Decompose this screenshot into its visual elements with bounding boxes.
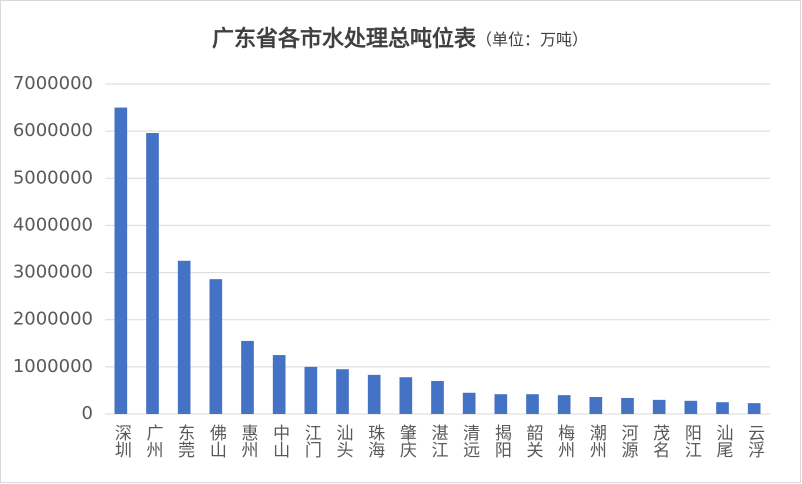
bar: [716, 402, 729, 414]
y-tick-label: 6000000: [13, 120, 93, 141]
bar: [462, 392, 476, 414]
bar: [557, 395, 571, 414]
x-tick-label: 汕头: [333, 424, 354, 458]
y-tick-label: 1000000: [13, 356, 93, 377]
bar: [209, 279, 223, 414]
bar: [304, 366, 318, 414]
bar: [114, 107, 128, 415]
x-tick-label: 广州: [143, 424, 164, 458]
bar: [146, 133, 159, 414]
y-tick-label: 0: [82, 403, 93, 424]
x-tick-label: 潮州: [586, 424, 607, 458]
y-tick-label: 4000000: [13, 214, 93, 235]
bar: [747, 403, 761, 414]
x-tick-label: 深圳: [111, 424, 132, 458]
x-tick-label: 湛江: [428, 424, 449, 458]
x-tick-label: 清远: [459, 424, 480, 458]
x-tick-label: 梅州: [554, 424, 575, 458]
x-tick-label: 佛山: [206, 424, 227, 458]
bar: [652, 399, 666, 414]
y-tick-label: 3000000: [13, 262, 93, 283]
x-tick-label: 阳江: [681, 424, 702, 458]
x-tick-label: 韶关: [523, 424, 544, 458]
chart-title: 广东省各市水处理总吨位表: [212, 26, 477, 52]
x-tick-label: 中山: [269, 424, 289, 458]
x-tick-label: 汕尾: [713, 424, 734, 458]
x-tick-label: 肇庆: [396, 424, 417, 458]
x-tick-label: 珠海: [364, 424, 385, 459]
bar: [431, 381, 444, 414]
bar: [336, 369, 349, 414]
bar: [684, 400, 698, 414]
x-tick-label: 惠州: [238, 424, 259, 458]
x-tick-label: 云浮: [744, 424, 765, 458]
x-tick-label: 东莞: [174, 424, 195, 458]
chart-subtitle: （单位：万吨）: [476, 30, 588, 49]
x-tick-label: 茂名: [649, 424, 670, 458]
x-tick-label: 河源: [618, 424, 639, 459]
bar: [399, 377, 413, 414]
y-tick-label: 7000000: [13, 73, 93, 94]
bar: [272, 355, 286, 414]
chart-title-group: 广东省各市水处理总吨位表（单位：万吨）: [212, 26, 588, 52]
bar: [494, 394, 508, 414]
bar: [621, 397, 634, 414]
y-tick-label: 2000000: [13, 309, 93, 330]
bar: [589, 397, 603, 414]
bar: [526, 394, 539, 414]
x-tick-label: 江门: [301, 424, 322, 459]
y-tick-label: 5000000: [13, 167, 93, 188]
bar: [367, 374, 381, 414]
x-tick-label: 揭阳: [491, 424, 512, 458]
bar: [177, 260, 191, 414]
bar: [241, 340, 254, 414]
